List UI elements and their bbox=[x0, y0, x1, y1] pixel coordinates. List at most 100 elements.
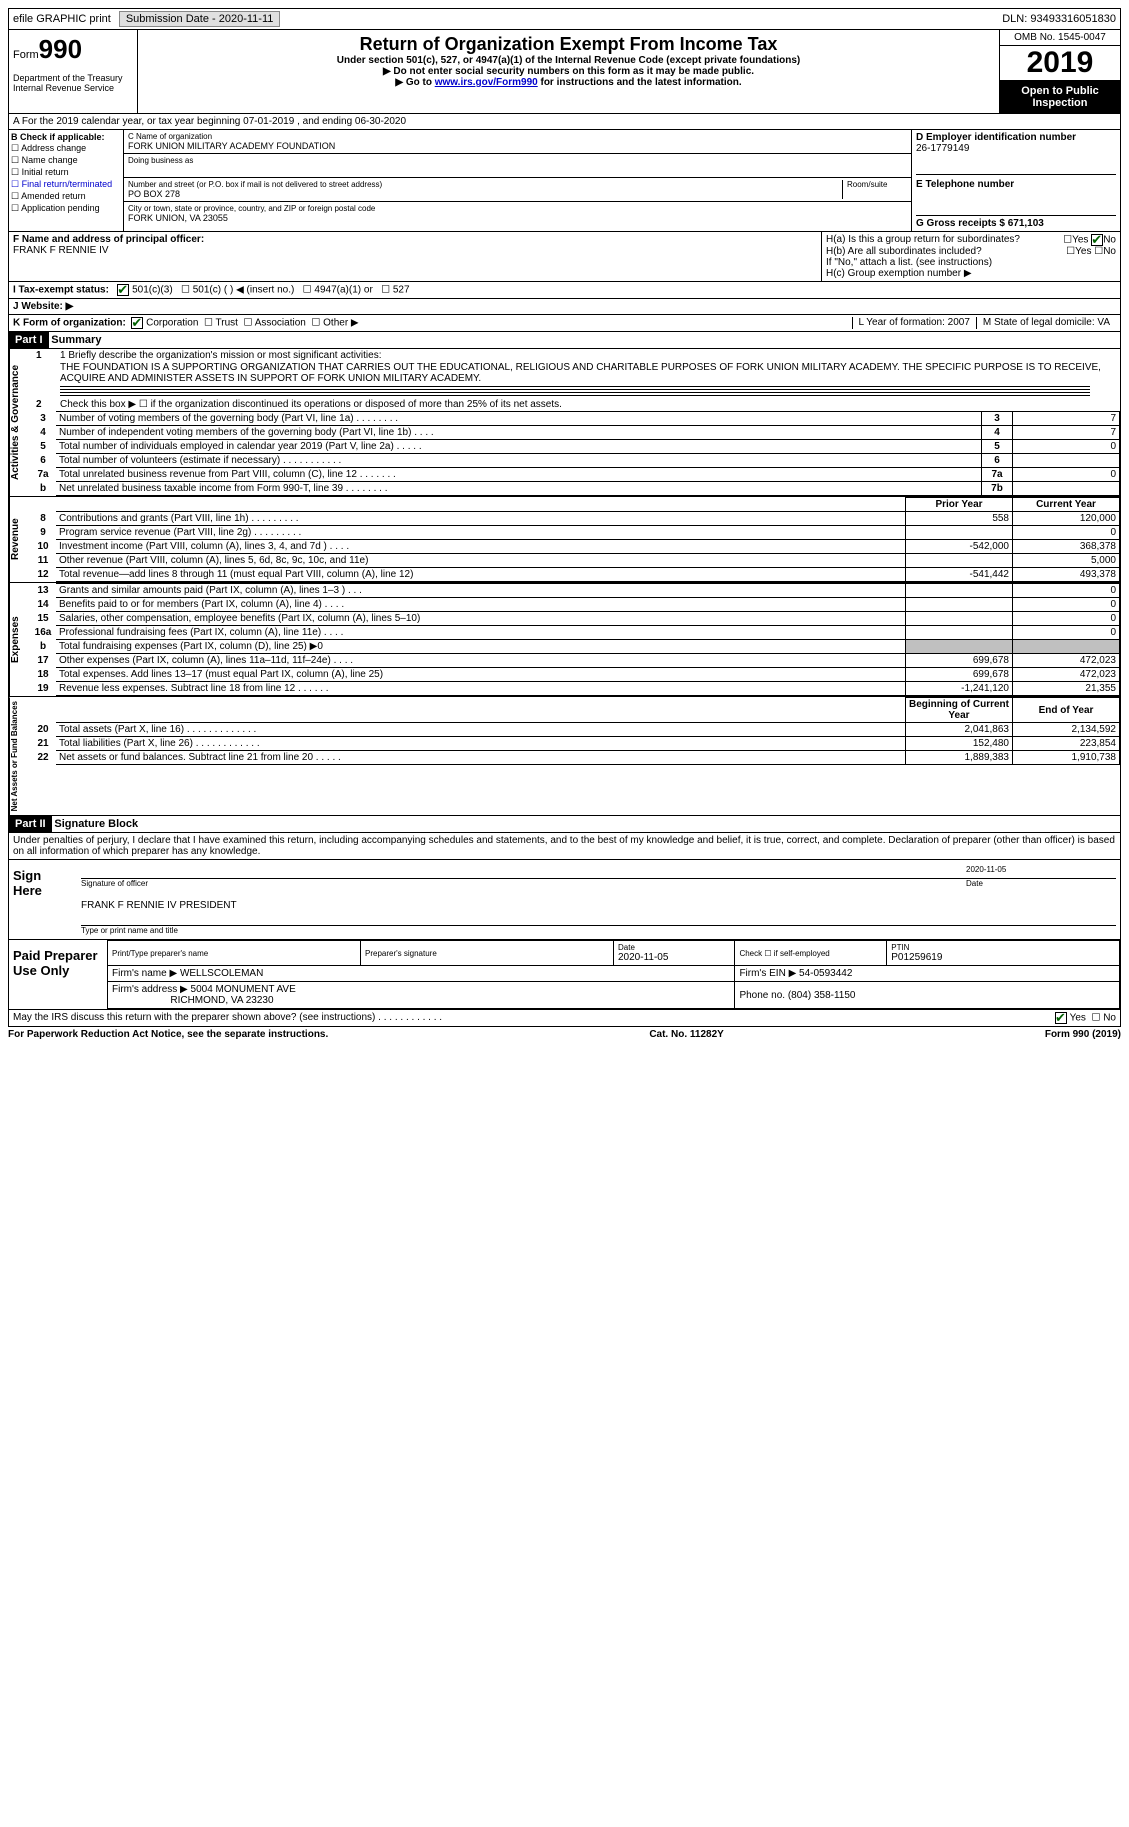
footer-left: For Paperwork Reduction Act Notice, see … bbox=[8, 1029, 328, 1040]
discuss-row: May the IRS discuss this return with the… bbox=[8, 1010, 1121, 1027]
gov-section: Activities & Governance 11 Briefly descr… bbox=[8, 349, 1121, 497]
declaration: Under penalties of perjury, I declare th… bbox=[8, 833, 1121, 860]
table-row: 18Total expenses. Add lines 13–17 (must … bbox=[30, 668, 1120, 682]
row-klm: K Form of organization: Corporation ☐ Tr… bbox=[8, 315, 1121, 332]
table-row: 16aProfessional fundraising fees (Part I… bbox=[30, 626, 1120, 640]
table-row: 10Investment income (Part VIII, column (… bbox=[30, 540, 1120, 554]
form990-link[interactable]: www.irs.gov/Form990 bbox=[435, 77, 538, 88]
i-501c3-checkbox[interactable] bbox=[117, 284, 129, 296]
part1-badge: Part I bbox=[9, 332, 49, 348]
section-f: F Name and address of principal officer:… bbox=[9, 232, 821, 281]
ha-no-checkbox[interactable] bbox=[1091, 234, 1103, 246]
table-row: 7aTotal unrelated business revenue from … bbox=[30, 468, 1120, 482]
section-h: H(a) Is this a group return for subordin… bbox=[821, 232, 1120, 281]
exp-vlabel: Expenses bbox=[9, 583, 30, 696]
table-row: 6Total number of volunteers (estimate if… bbox=[30, 454, 1120, 468]
c-city: City or town, state or province, country… bbox=[124, 202, 911, 225]
table-row: 13Grants and similar amounts paid (Part … bbox=[30, 584, 1120, 598]
b-name-change[interactable]: ☐ Name change bbox=[11, 155, 121, 166]
part2-title: Signature Block bbox=[54, 818, 138, 830]
g-receipts: G Gross receipts $ 671,103 bbox=[916, 215, 1116, 229]
mission-text: THE FOUNDATION IS A SUPPORTING ORGANIZAT… bbox=[30, 362, 1120, 384]
part1-title: Summary bbox=[51, 334, 101, 346]
b-pending[interactable]: ☐ Application pending bbox=[11, 203, 121, 214]
tax-year: 2019 bbox=[1000, 46, 1120, 81]
table-row: 17Other expenses (Part IX, column (A), l… bbox=[30, 654, 1120, 668]
section-c: C Name of organization FORK UNION MILITA… bbox=[124, 130, 911, 231]
open-inspection: Open to Public Inspection bbox=[1000, 81, 1120, 113]
paid-prep-block: Paid Preparer Use Only Print/Type prepar… bbox=[8, 940, 1121, 1010]
table-row: bNet unrelated business taxable income f… bbox=[30, 482, 1120, 496]
omb-label: OMB No. 1545-0047 bbox=[1000, 30, 1120, 46]
form-sub2: ▶ Do not enter social security numbers o… bbox=[142, 66, 995, 77]
table-row: 3Number of voting members of the governi… bbox=[30, 412, 1120, 426]
table-row: 21Total liabilities (Part X, line 26) . … bbox=[30, 737, 1120, 751]
form-prefix: Form bbox=[13, 49, 39, 61]
row-i: I Tax-exempt status: 501(c)(3) ☐ 501(c) … bbox=[8, 282, 1121, 299]
table-row: 15Salaries, other compensation, employee… bbox=[30, 612, 1120, 626]
part2-header-row: Part II Signature Block bbox=[8, 816, 1121, 833]
b-label: B Check if applicable: bbox=[11, 132, 121, 142]
rev-section: Revenue Prior YearCurrent Year 8Contribu… bbox=[8, 497, 1121, 583]
section-bcde: B Check if applicable: ☐ Address change … bbox=[8, 130, 1121, 232]
form-number: 990 bbox=[39, 34, 82, 64]
efile-label: efile GRAPHIC print bbox=[13, 13, 111, 25]
discuss-yes-checkbox[interactable] bbox=[1055, 1012, 1067, 1024]
table-row: 19Revenue less expenses. Subtract line 1… bbox=[30, 682, 1120, 696]
header-right: OMB No. 1545-0047 2019 Open to Public In… bbox=[999, 30, 1120, 113]
form-sub3: ▶ Go to www.irs.gov/Form990 for instruct… bbox=[142, 77, 995, 88]
net-section: Net Assets or Fund Balances Beginning of… bbox=[8, 697, 1121, 816]
section-de: D Employer identification number 26-1779… bbox=[911, 130, 1120, 231]
e-phone: E Telephone number bbox=[916, 179, 1116, 201]
row-a: A For the 2019 calendar year, or tax yea… bbox=[8, 114, 1121, 130]
footer-mid: Cat. No. 11282Y bbox=[649, 1029, 723, 1040]
rev-vlabel: Revenue bbox=[9, 497, 30, 582]
top-bar: efile GRAPHIC print Submission Date - 20… bbox=[8, 8, 1121, 30]
table-row: 9Program service revenue (Part VIII, lin… bbox=[30, 526, 1120, 540]
header-mid: Return of Organization Exempt From Incom… bbox=[138, 30, 999, 113]
b-addr-change[interactable]: ☐ Address change bbox=[11, 143, 121, 154]
gov-vlabel: Activities & Governance bbox=[9, 349, 30, 496]
paid-prep-label: Paid Preparer Use Only bbox=[9, 940, 107, 1009]
submission-date-button[interactable]: Submission Date - 2020-11-11 bbox=[119, 11, 281, 27]
k-corp-checkbox[interactable] bbox=[131, 317, 143, 329]
c-addr: Number and street (or P.O. box if mail i… bbox=[124, 178, 911, 202]
table-row: 12Total revenue—add lines 8 through 11 (… bbox=[30, 568, 1120, 582]
exp-table: 13Grants and similar amounts paid (Part … bbox=[30, 583, 1120, 696]
table-row: 4Number of independent voting members of… bbox=[30, 426, 1120, 440]
b-final[interactable]: ☐ Final return/terminated bbox=[11, 179, 121, 190]
footer: For Paperwork Reduction Act Notice, see … bbox=[8, 1027, 1121, 1042]
form-sub1: Under section 501(c), 527, or 4947(a)(1)… bbox=[142, 55, 995, 66]
table-row: 5Total number of individuals employed in… bbox=[30, 440, 1120, 454]
prep-table: Print/Type preparer's name Preparer's si… bbox=[107, 940, 1120, 1009]
part2-badge: Part II bbox=[9, 816, 52, 832]
section-b: B Check if applicable: ☐ Address change … bbox=[9, 130, 124, 231]
b-initial[interactable]: ☐ Initial return bbox=[11, 167, 121, 178]
rev-table: Prior YearCurrent Year 8Contributions an… bbox=[30, 497, 1120, 582]
row-j: J Website: ▶ bbox=[8, 299, 1121, 315]
gov-table: 3Number of voting members of the governi… bbox=[30, 411, 1120, 496]
net-vlabel: Net Assets or Fund Balances bbox=[9, 697, 30, 815]
part1-header-row: Part I Summary bbox=[8, 332, 1121, 349]
table-row: 20Total assets (Part X, line 16) . . . .… bbox=[30, 723, 1120, 737]
row-l: L Year of formation: 2007 bbox=[852, 317, 976, 329]
row-m: M State of legal domicile: VA bbox=[976, 317, 1116, 329]
sign-here-block: Sign Here Signature of officer2020-11-05… bbox=[8, 860, 1121, 940]
dept-label: Department of the Treasury Internal Reve… bbox=[13, 73, 133, 93]
line2: 2Check this box ▶ ☐ if the organization … bbox=[30, 398, 1120, 411]
form-title: Return of Organization Exempt From Incom… bbox=[142, 34, 995, 55]
footer-right: Form 990 (2019) bbox=[1045, 1029, 1121, 1040]
c-name: C Name of organization FORK UNION MILITA… bbox=[124, 130, 911, 154]
table-row: 22Net assets or fund balances. Subtract … bbox=[30, 751, 1120, 765]
line1: 11 Briefly describe the organization's m… bbox=[30, 349, 1120, 362]
dln-label: DLN: 93493316051830 bbox=[1002, 13, 1116, 25]
row-k: K Form of organization: Corporation ☐ Tr… bbox=[13, 317, 852, 329]
table-row: 14Benefits paid to or for members (Part … bbox=[30, 598, 1120, 612]
exp-section: Expenses 13Grants and similar amounts pa… bbox=[8, 583, 1121, 697]
table-row: bTotal fundraising expenses (Part IX, co… bbox=[30, 640, 1120, 654]
net-table: Beginning of Current YearEnd of Year 20T… bbox=[30, 697, 1120, 765]
sign-here-label: Sign Here bbox=[9, 860, 77, 939]
header-left: Form990 Department of the Treasury Inter… bbox=[9, 30, 138, 113]
table-row: 11Other revenue (Part VIII, column (A), … bbox=[30, 554, 1120, 568]
b-amended[interactable]: ☐ Amended return bbox=[11, 191, 121, 202]
